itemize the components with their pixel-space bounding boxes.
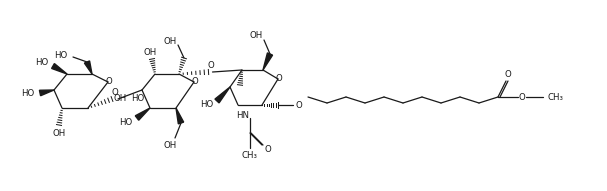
- Text: O: O: [504, 70, 511, 79]
- Polygon shape: [39, 90, 54, 96]
- Text: O: O: [192, 77, 198, 86]
- Text: OH: OH: [249, 31, 263, 40]
- Text: HO: HO: [55, 50, 67, 60]
- Text: OH: OH: [143, 48, 157, 57]
- Polygon shape: [135, 108, 150, 120]
- Polygon shape: [176, 108, 184, 124]
- Text: OH: OH: [114, 94, 127, 103]
- Text: HO: HO: [131, 94, 144, 103]
- Text: O: O: [518, 92, 526, 101]
- Text: HO: HO: [200, 100, 214, 108]
- Text: HO: HO: [35, 57, 49, 66]
- Text: O: O: [112, 87, 118, 96]
- Text: O: O: [296, 100, 302, 109]
- Text: OH: OH: [163, 141, 177, 150]
- Polygon shape: [52, 64, 67, 74]
- Text: O: O: [207, 61, 214, 70]
- Text: HO: HO: [21, 88, 35, 97]
- Polygon shape: [263, 53, 273, 70]
- Text: O: O: [106, 77, 112, 86]
- Text: OH: OH: [52, 129, 66, 138]
- Polygon shape: [215, 87, 230, 103]
- Text: OH: OH: [163, 36, 177, 45]
- Text: CH₃: CH₃: [548, 92, 564, 101]
- Text: HN: HN: [237, 111, 249, 120]
- Polygon shape: [84, 61, 92, 74]
- Text: CH₃: CH₃: [242, 151, 258, 159]
- Text: O: O: [265, 145, 271, 154]
- Text: HO: HO: [120, 117, 132, 126]
- Text: O: O: [276, 74, 282, 83]
